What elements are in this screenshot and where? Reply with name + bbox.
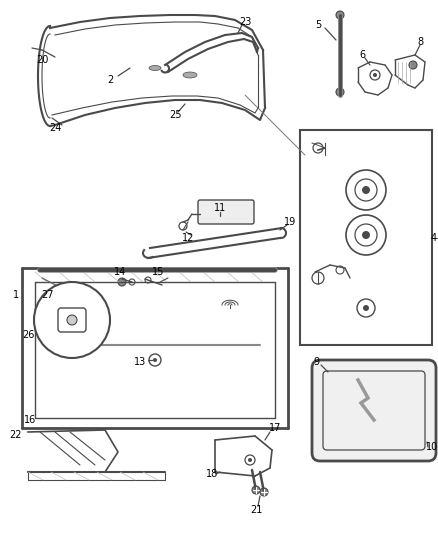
Text: 5: 5 — [315, 20, 321, 30]
Text: 2: 2 — [107, 75, 113, 85]
Text: 12: 12 — [182, 233, 194, 243]
Text: 4: 4 — [431, 233, 437, 243]
Circle shape — [362, 186, 370, 194]
Circle shape — [336, 88, 344, 96]
Circle shape — [153, 358, 157, 362]
Circle shape — [252, 486, 260, 494]
Circle shape — [67, 315, 77, 325]
Text: 14: 14 — [114, 267, 126, 277]
Text: 18: 18 — [206, 469, 218, 479]
Text: 19: 19 — [284, 217, 296, 227]
Ellipse shape — [149, 66, 161, 70]
Circle shape — [260, 488, 268, 496]
Text: 26: 26 — [22, 330, 34, 340]
FancyBboxPatch shape — [312, 360, 436, 461]
Circle shape — [248, 458, 252, 462]
Text: 8: 8 — [417, 37, 423, 47]
Text: 24: 24 — [49, 123, 61, 133]
Text: 15: 15 — [152, 267, 164, 277]
Circle shape — [409, 61, 417, 69]
Text: 20: 20 — [36, 55, 48, 65]
Text: 23: 23 — [239, 17, 251, 27]
Text: 13: 13 — [134, 357, 146, 367]
Circle shape — [373, 73, 377, 77]
Text: 10: 10 — [426, 442, 438, 452]
Ellipse shape — [183, 72, 197, 78]
Text: 9: 9 — [313, 357, 319, 367]
Text: 1: 1 — [13, 290, 19, 300]
Text: 17: 17 — [269, 423, 281, 433]
Text: 6: 6 — [359, 50, 365, 60]
Circle shape — [118, 278, 126, 286]
Text: 21: 21 — [250, 505, 262, 515]
Text: 25: 25 — [169, 110, 181, 120]
Circle shape — [362, 231, 370, 239]
Circle shape — [336, 11, 344, 19]
Text: 22: 22 — [9, 430, 21, 440]
Text: 16: 16 — [24, 415, 36, 425]
Circle shape — [363, 305, 369, 311]
Circle shape — [34, 282, 110, 358]
Text: 27: 27 — [42, 290, 54, 300]
Bar — [300, 130, 432, 345]
FancyBboxPatch shape — [198, 200, 254, 224]
Text: 11: 11 — [214, 203, 226, 213]
